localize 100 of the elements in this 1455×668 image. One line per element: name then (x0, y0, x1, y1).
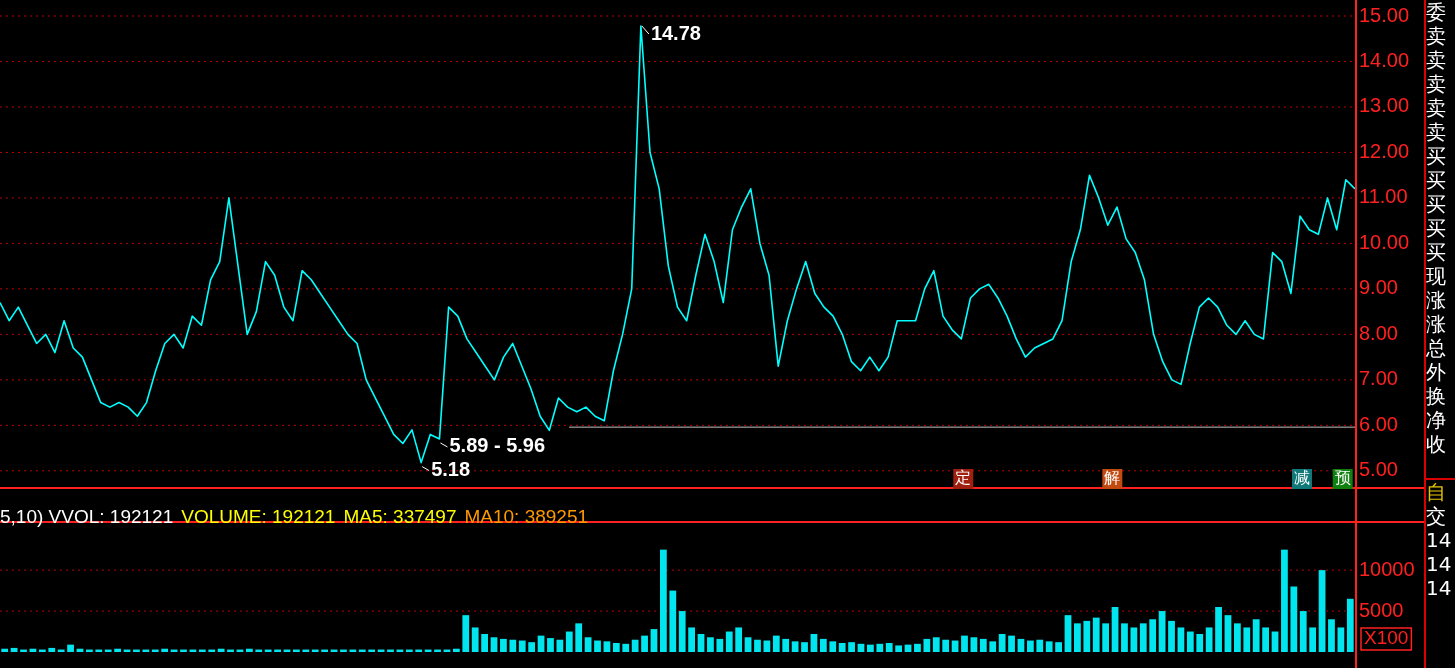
text: 买 (1426, 216, 1447, 240)
bar (961, 635, 968, 652)
bar (556, 639, 564, 652)
y-tick-label: 5.00 (1359, 458, 1398, 481)
y-tick-label: 11.00 (1359, 185, 1408, 208)
bar (1102, 623, 1110, 652)
bar (1139, 623, 1147, 652)
bar (1262, 627, 1269, 652)
bar (735, 627, 743, 652)
bar (490, 637, 498, 652)
bar (1186, 631, 1194, 652)
bar (669, 590, 677, 652)
bar (1083, 620, 1091, 652)
text: 外 (1426, 360, 1447, 384)
bar (1055, 642, 1062, 652)
text: 委 (1426, 0, 1447, 24)
bar (838, 642, 846, 652)
y-tick-label: 7.00 (1359, 367, 1398, 390)
bar (801, 642, 808, 652)
bar (1243, 627, 1251, 652)
bar (1036, 639, 1044, 652)
bar (67, 644, 74, 652)
bar (707, 637, 714, 652)
bar (10, 647, 18, 652)
bar (161, 648, 169, 652)
text: 14 (1426, 528, 1453, 552)
bar (1290, 586, 1298, 652)
bar (1196, 633, 1204, 652)
text: 现 (1426, 264, 1447, 288)
y-tick-label: 9.00 (1359, 276, 1398, 299)
bar (716, 638, 724, 652)
bar (772, 635, 780, 652)
bar (1, 648, 9, 652)
bar (998, 633, 1006, 652)
text: 卖 (1426, 48, 1447, 72)
bar (462, 615, 470, 652)
bar (1026, 640, 1034, 652)
bar (500, 638, 507, 652)
bar (1074, 623, 1081, 652)
text: 买 (1426, 144, 1447, 168)
bar (979, 638, 987, 652)
bar (914, 643, 921, 652)
annotation: 减 (1294, 468, 1311, 488)
bar (452, 648, 460, 652)
bar (782, 638, 790, 652)
text: 涨 (1426, 312, 1447, 336)
bar (895, 645, 903, 652)
bar (1215, 606, 1222, 652)
y-tick-label: 12.00 (1359, 139, 1410, 162)
y-tick-label: 5000 (1359, 598, 1404, 621)
bar (518, 640, 526, 652)
bar (754, 639, 761, 652)
bar (528, 642, 536, 652)
y-tick-label: 10000 (1359, 557, 1415, 580)
bar (885, 642, 893, 652)
annotation: 5.18 (431, 458, 471, 481)
bar (678, 611, 686, 652)
bar (1346, 598, 1354, 652)
bar (725, 631, 733, 652)
bar (1233, 623, 1241, 652)
bar (819, 638, 827, 652)
bar (622, 643, 630, 652)
bar (547, 638, 554, 652)
bar (565, 631, 573, 652)
bar (48, 647, 56, 652)
bar (471, 627, 479, 652)
bar (688, 627, 695, 652)
text: 14 (1426, 552, 1453, 576)
bar (114, 648, 122, 652)
text: 卖 (1426, 120, 1447, 144)
bar (641, 635, 648, 652)
y-tick-label: 8.00 (1359, 321, 1398, 344)
bar (1252, 619, 1260, 652)
text: 卖 (1426, 72, 1447, 96)
annotation: 14.78 (650, 21, 701, 44)
text: 收 (1426, 432, 1447, 456)
bar (1008, 635, 1015, 652)
bar (1092, 617, 1100, 652)
text: 换 (1426, 384, 1447, 408)
bar (848, 642, 855, 652)
bar (970, 637, 978, 652)
annotation: 5.89 - 5.96 (449, 434, 546, 457)
bar (594, 640, 601, 652)
bar (1309, 627, 1317, 652)
bar (509, 639, 517, 652)
bar (1045, 641, 1053, 652)
bar (791, 641, 799, 652)
bar (876, 643, 884, 652)
text: 卖 (1426, 96, 1447, 120)
bar (744, 637, 752, 652)
text: 涨 (1426, 288, 1447, 312)
y-tick-label: 14.00 (1359, 49, 1410, 71)
bar (1177, 627, 1185, 652)
bar (1121, 623, 1128, 652)
bar (829, 641, 837, 652)
y-tick-label: 10.00 (1359, 230, 1410, 253)
text: 买 (1426, 240, 1447, 264)
bar (1299, 611, 1307, 652)
y-tick-label: 15.00 (1359, 3, 1410, 26)
bar (481, 633, 488, 652)
